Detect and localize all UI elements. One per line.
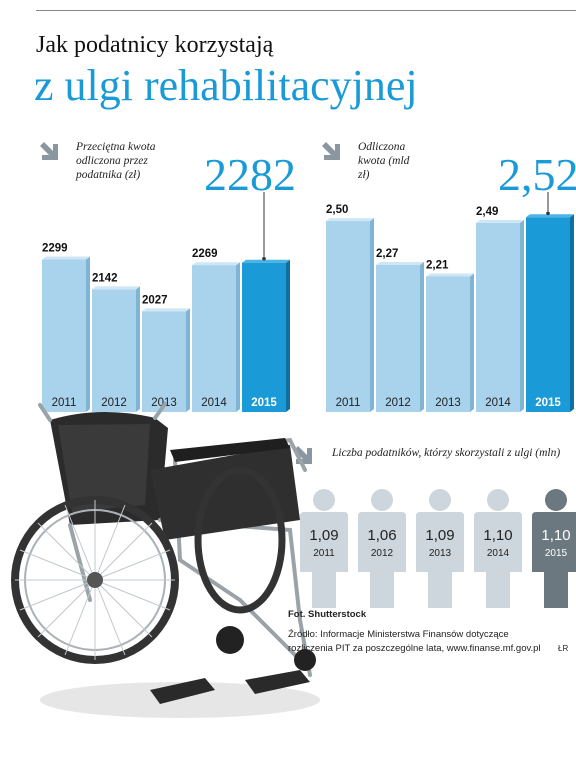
chart2-bar-top [476,220,524,223]
chart2-bar [526,217,570,412]
chart1-year-label: 2011 [52,397,77,409]
chart1-bar-top [42,256,90,260]
title-line-2: z ulgi rehabilitacyjnej [34,61,418,110]
chart2-value-label: 2,21 [426,259,449,271]
chart2-bar [476,223,520,412]
chart2-year-label: 2015 [535,397,561,409]
chart1-bar-top [192,262,240,266]
chart1-bar [142,311,186,412]
person-icon [474,512,522,608]
person-year-label: 2014 [487,548,510,559]
chart1-bar-side [186,308,190,412]
person-value-label: 1,09 [425,527,454,544]
chart2-bar-top [376,262,424,265]
chart2-bar-side [520,220,524,412]
chart1-value-label: 2142 [92,272,118,284]
person-icon-head [487,489,509,511]
chart2-bar [426,276,470,412]
chart1-bar-side [136,286,140,412]
person-icon [300,512,348,608]
person-value-label: 1,06 [367,527,396,544]
chart1-value-label: 2027 [142,294,168,306]
person-icon-head [545,489,567,511]
person-value-label: 1,09 [309,527,338,544]
chart2-year-label: 2012 [385,397,411,409]
person-icon-head [429,489,451,511]
chart2-value-label: 2,50 [326,204,348,216]
chart2-bar-top [326,218,374,222]
arrow-icon [322,142,340,160]
author-initials: ŁR [558,644,569,653]
person-icon [358,512,406,608]
chart1-bar [92,289,136,412]
chart1-bar-side [236,262,240,412]
source-line-2: rozliczenia PIT za poszczególne lata, ww… [288,643,541,654]
person-year-label: 2015 [545,548,568,559]
chart2-bar-side [370,218,374,412]
arrow-icon [40,142,58,160]
person-icon [532,512,576,608]
chart2-value-label: 2,27 [376,248,398,260]
chart1-pointer-dot [262,256,266,261]
chart2-bar [376,265,420,412]
chart2-year-label: 2014 [485,397,511,409]
chart1-bar-top [142,308,190,312]
chart1-year-label: 2012 [101,397,127,409]
person-year-label: 2011 [313,548,335,559]
chart1-bar [42,259,86,412]
chart1-highlight-value: 2282 [204,149,296,200]
chart1-bar [192,265,236,412]
photo-credit: Fot. Shutterstock [288,609,367,620]
top-rule [36,10,576,11]
chart1-year-label: 2014 [201,397,227,409]
chart2-year-label: 2011 [336,397,361,409]
chart1-bar-side [286,259,290,412]
chart2-bar-side [420,262,424,412]
chart1-value-label: 2269 [192,248,218,260]
chart2-value-label: 2,49 [476,206,498,218]
source-line-1: Źródło: Informacje Ministerstwa Finansów… [288,629,509,640]
chart1-year-label: 2015 [251,397,277,409]
chart2-bar-side [570,214,574,412]
chart2-caption: Odliczona kwota (mld zł) [358,141,410,181]
person-icon-head [313,489,335,511]
chart1-caption: Przeciętna kwota odliczona przez podatni… [76,141,156,181]
chart2-bar-top [426,273,474,277]
chart1-value-label: 2299 [42,242,68,254]
chart3-caption: Liczba podatników, którzy skorzystali z … [332,447,561,459]
chart2-year-label: 2013 [435,397,461,409]
chart2-highlight-value: 2,52 [498,149,576,200]
person-value-label: 1,10 [541,527,570,544]
chart1-bar [242,262,286,412]
person-year-label: 2013 [429,548,452,559]
person-value-label: 1,10 [483,527,512,544]
person-icon [416,512,464,608]
person-icon-head [371,489,393,511]
title-line-1: Jak podatnicy korzystają [36,32,274,58]
chart1-bar-side [86,256,90,412]
chart2-bar [326,221,370,412]
chart2-bar-top [526,214,574,218]
person-year-label: 2012 [371,548,394,559]
chart1-bar-top [92,286,140,290]
chart2-pointer-dot [546,211,550,216]
chart1-bar-top [242,259,290,263]
chart2-bar-side [470,273,474,412]
